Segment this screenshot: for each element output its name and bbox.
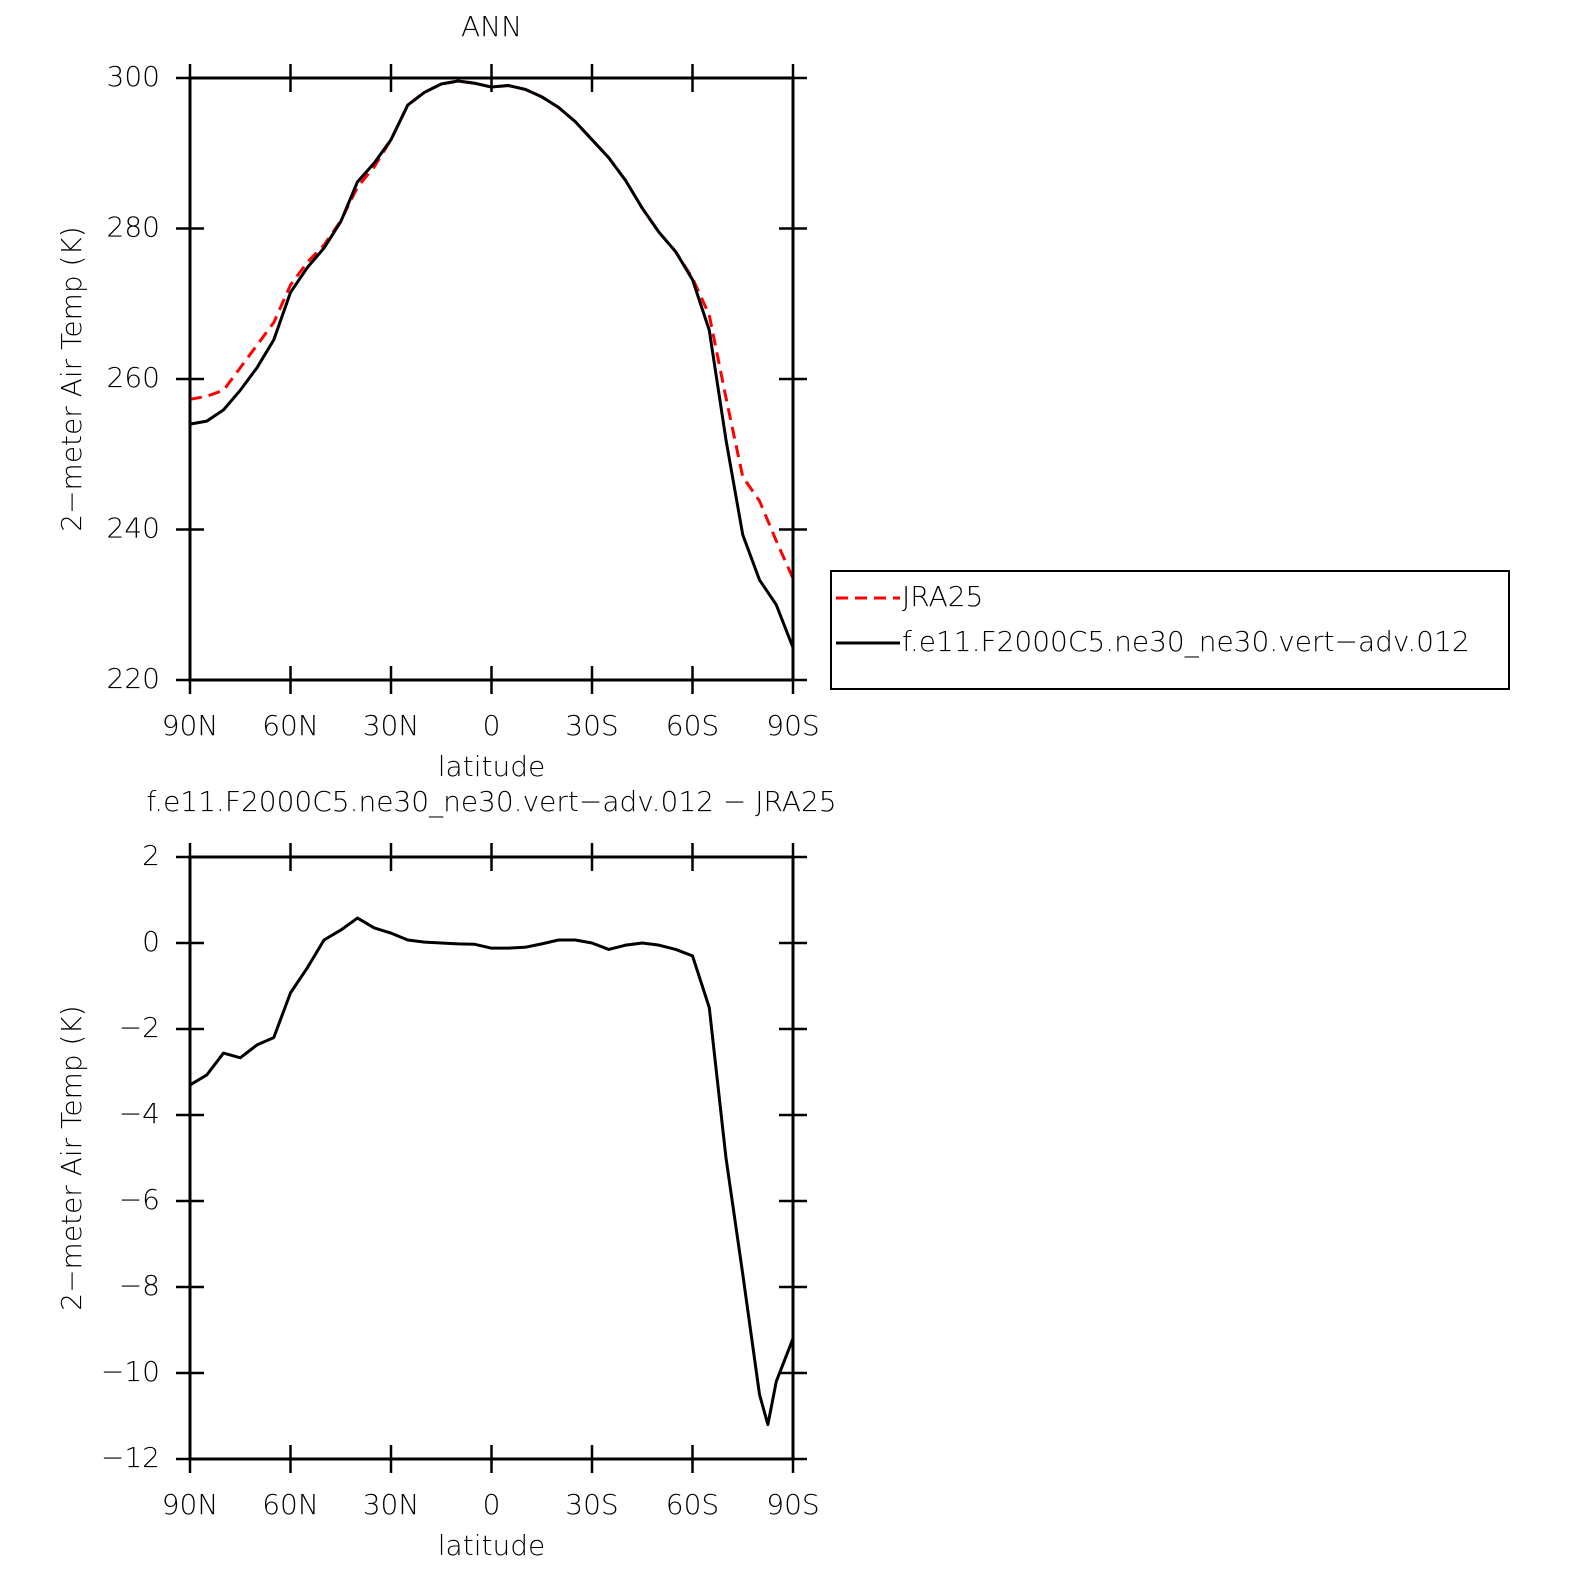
x-tick-label: 30N <box>363 1488 420 1521</box>
chart-title: f.e11.F2000C5.ne30_ne30.vert−adv.012 − J… <box>146 785 836 819</box>
x-tick-label: 90S <box>766 709 819 742</box>
y-tick-label: 0 <box>142 925 160 958</box>
y-tick-label: −6 <box>119 1183 160 1216</box>
y-tick-label: −10 <box>101 1355 160 1388</box>
y-tick-label: −8 <box>119 1269 160 1302</box>
y-tick-label: 300 <box>107 60 160 93</box>
x-tick-label: 30N <box>363 709 420 742</box>
x-tick-label: 60N <box>262 709 319 742</box>
legend: JRA25 f.e11.F2000C5.ne30_ne30.vert−adv.01… <box>830 570 1510 690</box>
data-line <box>189 79 795 580</box>
x-tick-label: 60S <box>666 709 719 742</box>
plot-frame <box>188 855 795 1461</box>
legend-label: f.e11.F2000C5.ne30_ne30.vert−adv.012 <box>902 625 1470 659</box>
x-axis-label: latitude <box>438 750 545 783</box>
legend-box <box>830 570 1510 690</box>
panel: ANN latitude 2−meter Air Temp (K) 220 240 260… <box>55 10 820 783</box>
x-tick-label: 30S <box>565 1488 618 1521</box>
y-tick-label: −12 <box>101 1441 160 1474</box>
y-tick-label: 220 <box>107 662 160 695</box>
x-tick-label: 0 <box>483 1488 501 1521</box>
y-axis-label: 2−meter Air Temp (K) <box>55 1005 88 1310</box>
y-tick-label: 280 <box>107 211 160 244</box>
x-tick-label: 90N <box>162 709 219 742</box>
data-line <box>189 916 795 1427</box>
legend-label: JRA25 <box>902 580 983 613</box>
y-tick-label: −4 <box>119 1097 160 1130</box>
x-axis-label: latitude <box>438 1529 545 1562</box>
y-tick-label: 260 <box>107 361 160 394</box>
y-tick-label: 2 <box>142 839 160 872</box>
data-line <box>189 79 795 649</box>
x-tick-label: 90N <box>162 1488 219 1521</box>
x-tick-label: 90S <box>766 1488 819 1521</box>
y-tick-label: −2 <box>119 1011 160 1044</box>
y-tick-label: 240 <box>107 512 160 545</box>
x-tick-label: 0 <box>483 709 501 742</box>
panel: f.e11.F2000C5.ne30_ne30.vert−adv.012 − J… <box>55 785 837 1562</box>
x-tick-label: 30S <box>565 709 618 742</box>
x-tick-label: 60N <box>262 1488 319 1521</box>
y-axis-label: 2−meter Air Temp (K) <box>55 226 88 531</box>
chart-title: ANN <box>461 10 522 43</box>
plot-frame <box>188 76 795 682</box>
x-tick-label: 60S <box>666 1488 719 1521</box>
